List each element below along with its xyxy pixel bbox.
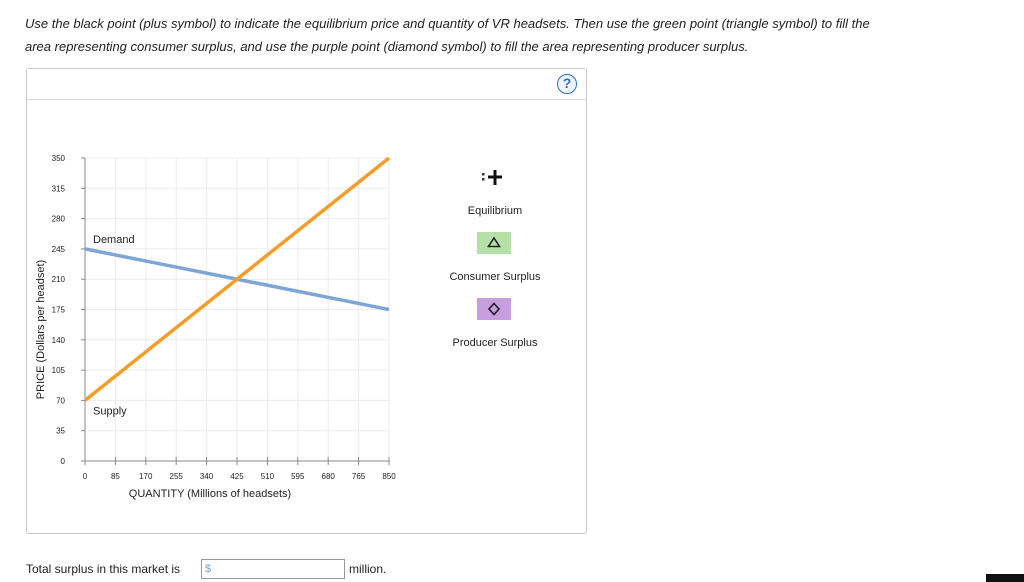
producer-surplus-label: Producer Surplus <box>452 337 538 349</box>
y-tick-label: 350 <box>52 154 66 163</box>
total-surplus-input[interactable]: $ <box>201 559 345 579</box>
y-tick-label: 175 <box>52 306 66 315</box>
y-tick-label: 245 <box>52 245 66 254</box>
equilibrium-label: Equilibrium <box>467 205 523 217</box>
x-axis-title: QUANTITY (Millions of headsets) <box>129 488 291 500</box>
x-tick-label: 510 <box>261 472 275 481</box>
y-tick-label: 105 <box>52 366 66 375</box>
panel-divider <box>27 99 586 100</box>
supply-label: Supply <box>93 405 127 417</box>
y-tick-label: 210 <box>52 275 66 284</box>
supply-curve[interactable] <box>83 156 391 402</box>
demand-label: Demand <box>93 234 135 246</box>
instructions-line-1: Use the black point (plus symbol) to ind… <box>25 16 870 31</box>
diamond-icon <box>487 302 501 316</box>
y-tick-label: 280 <box>52 215 66 224</box>
x-tick-label: 170 <box>139 472 153 481</box>
x-tick-label: 85 <box>111 472 120 481</box>
tick-labels: 0 35 70 105 140 175 210 245 280 315 350 0 85 170 255 34… <box>52 154 397 481</box>
currency-symbol: $ <box>205 563 212 575</box>
axes <box>81 157 390 465</box>
series[interactable]: Demand Supply <box>83 156 391 417</box>
x-tick-label: 340 <box>200 472 214 481</box>
x-tick-label: 850 <box>382 472 396 481</box>
y-tick-label: 70 <box>56 396 65 405</box>
y-tick-label: 0 <box>61 457 66 466</box>
x-tick-label: 425 <box>230 472 244 481</box>
supply-demand-chart[interactable]: 0 35 70 105 140 175 210 245 280 315 350 0 85 170 255 34… <box>27 69 588 535</box>
y-axis-title: PRICE (Dollars per headset) <box>35 260 47 399</box>
x-tick-label: 765 <box>352 472 366 481</box>
equilibrium-tool[interactable] <box>479 167 509 189</box>
x-tick-label: 595 <box>291 472 305 481</box>
x-tick-label: 255 <box>170 472 184 481</box>
consumer-surplus-tool[interactable] <box>477 232 511 254</box>
y-tick-label: 140 <box>52 336 66 345</box>
total-surplus-prompt: Total surplus in this market is <box>26 562 181 576</box>
unit-label: million. <box>349 562 387 576</box>
triangle-icon <box>487 236 501 248</box>
window-edge <box>986 574 1024 582</box>
help-icon[interactable]: ? <box>557 74 577 94</box>
instructions-line-2: area representing consumer surplus, and … <box>25 39 749 54</box>
consumer-surplus-label: Consumer Surplus <box>449 271 541 283</box>
x-tick-label: 0 <box>83 472 88 481</box>
instructions: Use the black point (plus symbol) to ind… <box>25 12 925 58</box>
graph-panel: ? 0 35 70 105 140 175 210 245 280 315 350 0 85 170 255… <box>26 68 587 534</box>
x-tick-label: 680 <box>322 472 336 481</box>
grid <box>84 157 390 462</box>
producer-surplus-tool[interactable] <box>477 298 511 320</box>
plus-icon[interactable] <box>479 167 509 189</box>
y-tick-label: 315 <box>52 184 66 193</box>
y-tick-label: 35 <box>56 427 65 436</box>
